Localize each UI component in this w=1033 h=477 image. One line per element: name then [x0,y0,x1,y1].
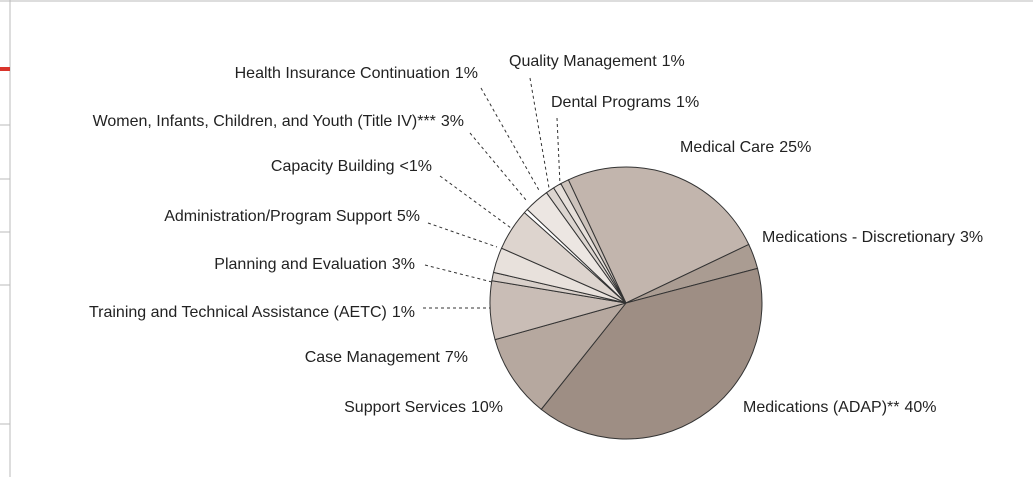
slice-label: Case Management 7% [305,349,468,366]
slice-name: Training and Technical Assistance (AETC) [89,304,387,321]
pie-slice [494,302,628,411]
slice-value: 1% [676,94,699,111]
slice-value: 5% [397,208,420,225]
leader-line [427,222,498,248]
side-rules [0,124,10,425]
slice-label: Capacity Building <1% [271,158,432,175]
slice-value: 7% [445,349,468,366]
slice-value: 25% [779,139,811,156]
pie-slice [545,187,627,304]
pie-slice [540,267,763,440]
accent-mark [0,67,10,71]
slice-value: 1% [392,304,415,321]
slice-name: Administration/Program Support [164,208,392,225]
slice-name: Case Management [305,349,441,366]
leader-line [439,175,512,229]
slice-label: Training and Technical Assistance (AETC)… [89,304,415,321]
pie-slice [567,166,750,304]
slice-value: 10% [471,399,503,416]
slice-label: Medications - Discretionary 3% [762,229,983,246]
slice-label: Health Insurance Continuation 1% [235,65,478,82]
slice-name: Women, Infants, Children, and Youth (Tit… [93,113,436,130]
slice-value: 1% [662,53,685,70]
slice-label: Medical Care 25% [680,139,811,156]
slice-label: Women, Infants, Children, and Youth (Tit… [93,113,464,130]
leader-line [556,117,561,186]
slice-label: Medications (ADAP)** 40% [743,399,937,416]
slice-name: Support Services [344,399,466,416]
slice-value: 40% [905,399,937,416]
leader-line [529,77,550,189]
slice-label: Planning and Evaluation 3% [214,256,415,273]
slice-name: Capacity Building [271,158,395,175]
slice-name: Medications (ADAP)** [743,399,900,416]
leader-line [424,264,493,283]
slice-value: 1% [455,65,478,82]
slice-name: Dental Programs [551,94,671,111]
slice-value: <1% [400,158,432,175]
slice-name: Planning and Evaluation [214,256,387,273]
slice-value: 3% [960,229,983,246]
slice-label: Support Services 10% [344,399,503,416]
slice-label: Quality Management 1% [509,53,685,70]
slice-name: Quality Management [509,53,657,70]
slice-label: Dental Programs 1% [551,94,699,111]
slice-name: Medications - Discretionary [762,229,955,246]
slice-name: Health Insurance Continuation [235,65,450,82]
leader-line [480,87,541,193]
slice-value: 3% [441,113,464,130]
slice-name: Medical Care [680,139,774,156]
leader-line [469,132,527,201]
slice-value: 3% [392,256,415,273]
slice-label: Administration/Program Support 5% [164,208,420,225]
